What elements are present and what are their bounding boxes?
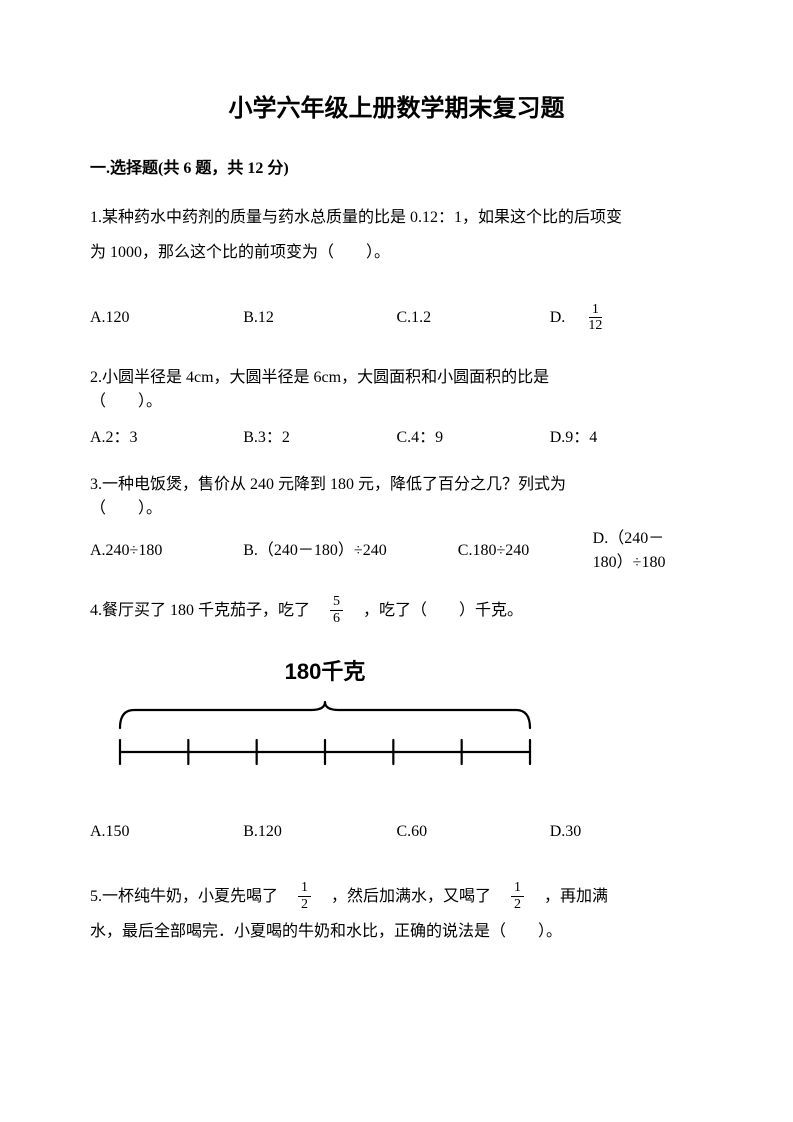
page-title: 小学六年级上册数学期末复习题 <box>90 90 703 128</box>
q5-text-a: 5.一杯纯牛奶，小夏先喝了 <box>90 879 294 914</box>
q1-options: A.120 B.12 C.1.2 D. 1 12 <box>90 300 703 335</box>
question-2: 2.小圆半径是 4cm，大圆半径是 6cm，大圆面积和小圆面积的比是 （ ）。 … <box>90 366 703 455</box>
q4-frac-d: 6 <box>330 611 343 626</box>
q5-f1-n: 1 <box>298 880 311 896</box>
q3-opt-b: B.（240－180）÷240 <box>243 527 458 575</box>
q5-f2-d: 2 <box>511 897 524 912</box>
question-5: 5.一杯纯牛奶，小夏先喝了 1 2 ，然后加满水，又喝了 1 2 ，再加满 水，… <box>90 879 703 949</box>
q1-d-num: 1 <box>589 302 602 318</box>
q2-opt-b: B.3：2 <box>243 420 396 455</box>
q2-options: A.2：3 B.3：2 C.4：9 D.9：4 <box>90 420 703 455</box>
section-header: 一.选择题(共 6 题，共 12 分) <box>90 156 703 182</box>
q4-frac: 5 6 <box>330 594 343 626</box>
q1-opt-c: C.1.2 <box>397 300 550 335</box>
q5-line1: 5.一杯纯牛奶，小夏先喝了 1 2 ，然后加满水，又喝了 1 2 ，再加满 <box>90 879 703 914</box>
q3-opt-a: A.240÷180 <box>90 527 243 575</box>
brace-diagram <box>110 700 540 770</box>
q4-opt-b: B.120 <box>243 814 396 849</box>
q2-opt-c: C.4：9 <box>397 420 550 455</box>
q2-line2: （ ）。 <box>90 390 703 414</box>
q5-frac1: 1 2 <box>298 880 311 912</box>
q4-diagram-label: 180千克 <box>110 648 540 696</box>
q5-frac2: 1 2 <box>511 880 524 912</box>
q3-options: A.240÷180 B.（240－180）÷240 C.180÷240 D.（2… <box>90 527 703 575</box>
q4-options: A.150 B.120 C.60 D.30 <box>90 814 703 849</box>
q1-opt-d: D. 1 12 <box>550 300 703 335</box>
q5-text-b: ，然后加满水，又喝了 <box>315 879 507 914</box>
q5-f2-n: 1 <box>511 880 524 896</box>
q4-diagram: 180千克 <box>110 648 703 784</box>
q3-opt-c: C.180÷240 <box>458 527 593 575</box>
q4-frac-n: 5 <box>330 594 343 610</box>
q5-f1-d: 2 <box>298 897 311 912</box>
q1-line2: 为 1000，那么这个比的前项变为（ ）。 <box>90 235 703 270</box>
question-3: 3.一种电饭煲，售价从 240 元降到 180 元，降低了百分之几？列式为 （ … <box>90 473 703 575</box>
q5-text-c: ，再加满 <box>528 879 608 914</box>
q4-opt-d: D.30 <box>550 814 703 849</box>
q5-line2: 水，最后全部喝完．小夏喝的牛奶和水比，正确的说法是（ ）。 <box>90 914 703 949</box>
q4-text-b: ，吃了（ ）千克。 <box>347 593 523 628</box>
q4-opt-c: C.60 <box>397 814 550 849</box>
q2-opt-d: D.9：4 <box>550 420 703 455</box>
q1-opt-d-label: D. <box>550 300 582 335</box>
q1-line1: 1.某种药水中药剂的质量与药水总质量的比是 0.12：1，如果这个比的后项变 <box>90 200 703 235</box>
q4-opt-a: A.150 <box>90 814 243 849</box>
q3-line1: 3.一种电饭煲，售价从 240 元降到 180 元，降低了百分之几？列式为 <box>90 473 703 497</box>
q3-opt-d: D.（240－180）÷180 <box>593 527 703 575</box>
q1-opt-a: A.120 <box>90 300 243 335</box>
q1-d-den: 12 <box>585 318 605 333</box>
q4-text: 4.餐厅买了 180 千克茄子，吃了 5 6 ，吃了（ ）千克。 <box>90 593 703 628</box>
question-1: 1.某种药水中药剂的质量与药水总质量的比是 0.12：1，如果这个比的后项变 为… <box>90 200 703 336</box>
q4-text-a: 4.餐厅买了 180 千克茄子，吃了 <box>90 593 326 628</box>
q1-opt-d-frac: 1 12 <box>585 302 605 334</box>
q3-line2: （ ）。 <box>90 497 703 521</box>
q2-opt-a: A.2：3 <box>90 420 243 455</box>
q2-line1: 2.小圆半径是 4cm，大圆半径是 6cm，大圆面积和小圆面积的比是 <box>90 366 703 390</box>
question-4: 4.餐厅买了 180 千克茄子，吃了 5 6 ，吃了（ ）千克。 180千克 A… <box>90 593 703 849</box>
q1-opt-b: B.12 <box>243 300 396 335</box>
